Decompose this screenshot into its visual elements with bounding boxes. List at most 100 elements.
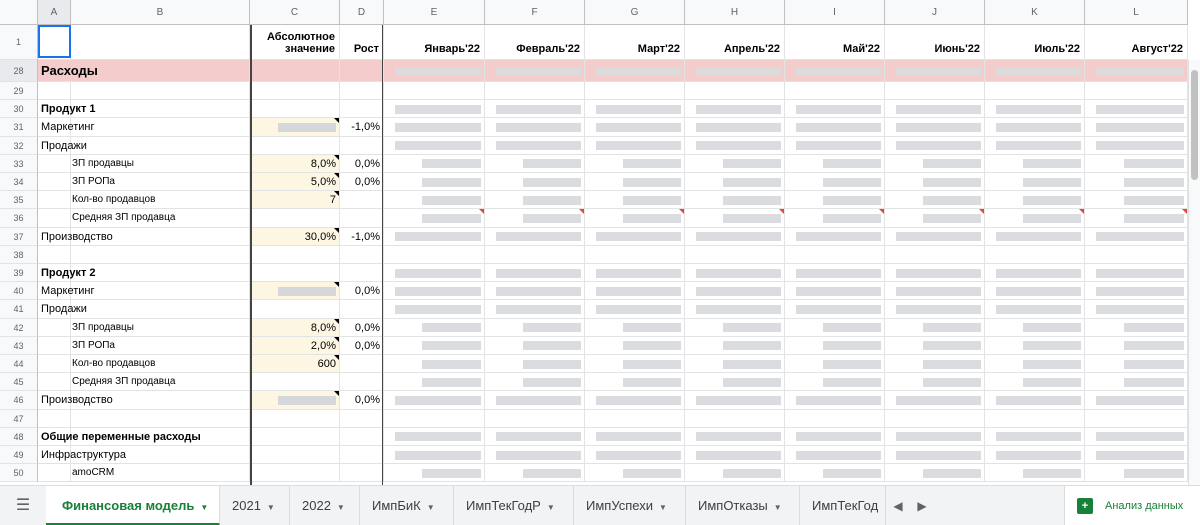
cell-month[interactable] — [1085, 191, 1188, 210]
sheet-tab[interactable]: 2022 ▼ — [290, 486, 360, 525]
cell-month[interactable] — [685, 100, 785, 119]
cell-month[interactable] — [384, 282, 485, 301]
cell-month[interactable] — [685, 464, 785, 483]
tab-menu-caret-icon[interactable]: ▼ — [336, 503, 345, 512]
cell-month[interactable] — [885, 318, 985, 337]
cell-month[interactable] — [1085, 355, 1188, 374]
cell-month[interactable] — [985, 300, 1085, 319]
cell-month[interactable] — [685, 336, 785, 355]
row-label[interactable]: Продукт 1 — [38, 100, 250, 119]
cell-month[interactable] — [985, 209, 1085, 228]
cell-month[interactable] — [885, 191, 985, 210]
row-header-42[interactable]: 42 — [0, 318, 38, 337]
cell-month[interactable] — [685, 227, 785, 246]
column-header-c[interactable]: C — [250, 0, 340, 25]
cell-growth[interactable] — [340, 464, 384, 483]
row-label[interactable]: Кол-во продавцов — [38, 355, 250, 374]
cell-month[interactable] — [785, 100, 885, 119]
cell-month[interactable] — [485, 427, 585, 446]
cell-month[interactable] — [485, 373, 585, 392]
cell-month[interactable] — [1085, 373, 1188, 392]
cell-month[interactable] — [685, 118, 785, 137]
cell-month[interactable] — [1085, 209, 1188, 228]
cell-month[interactable] — [785, 446, 885, 465]
cell-month[interactable] — [985, 154, 1085, 173]
row-header-41[interactable]: 41 — [0, 300, 38, 319]
header-growth[interactable]: Рост — [340, 25, 384, 60]
cell-month[interactable] — [985, 464, 1085, 483]
cell-month[interactable] — [885, 136, 985, 155]
cell-month[interactable] — [685, 191, 785, 210]
all-sheets-menu-icon[interactable]: ☰ — [15, 497, 31, 514]
cell-month[interactable] — [485, 245, 585, 264]
cell-month[interactable] — [485, 136, 585, 155]
row-header-28[interactable]: 28 — [0, 60, 38, 82]
cell-month[interactable] — [585, 355, 685, 374]
cell-growth[interactable] — [340, 82, 384, 101]
cell-growth[interactable] — [340, 60, 384, 82]
cell-abs-value[interactable] — [250, 373, 340, 392]
cell-month[interactable] — [485, 154, 585, 173]
cell-month[interactable] — [885, 446, 985, 465]
row-header-29[interactable]: 29 — [0, 82, 38, 101]
cell-growth[interactable]: 0,0% — [340, 282, 384, 301]
cell-month[interactable] — [384, 227, 485, 246]
sheet-tab[interactable]: Финансовая модель ▼ — [46, 486, 220, 525]
header-month[interactable]: Август'22 — [1085, 25, 1188, 60]
column-header-b[interactable]: B — [71, 0, 250, 25]
cell-month[interactable] — [985, 136, 1085, 155]
row-header-34[interactable]: 34 — [0, 173, 38, 192]
scroll-tabs-left-icon[interactable]: ◀ — [893, 499, 903, 513]
cell-month[interactable] — [985, 391, 1085, 410]
cell-month[interactable] — [384, 245, 485, 264]
cell-month[interactable] — [785, 245, 885, 264]
cell-month[interactable] — [685, 209, 785, 228]
cell-growth[interactable] — [340, 136, 384, 155]
cell-month[interactable] — [985, 227, 1085, 246]
cell-month[interactable] — [485, 191, 585, 210]
cell-growth[interactable] — [340, 300, 384, 319]
cell-month[interactable] — [685, 446, 785, 465]
header-month[interactable]: Март'22 — [585, 25, 685, 60]
row-label[interactable]: Маркетинг — [38, 118, 250, 137]
selected-cell-a1[interactable] — [38, 25, 71, 58]
cell-month[interactable] — [885, 154, 985, 173]
row-label[interactable]: Маркетинг — [38, 282, 250, 301]
row-label[interactable]: Производство — [38, 391, 250, 410]
cell-month[interactable] — [585, 336, 685, 355]
cell-month[interactable] — [585, 245, 685, 264]
cell-month[interactable] — [384, 373, 485, 392]
row-label[interactable]: Продажи — [38, 136, 250, 155]
row-header-30[interactable]: 30 — [0, 100, 38, 119]
cell-month[interactable] — [685, 264, 785, 283]
cell-abs-value[interactable]: 2,0% — [250, 336, 340, 355]
row-header-1[interactable]: 1 — [0, 25, 38, 60]
row-header-37[interactable]: 37 — [0, 227, 38, 246]
cell-month[interactable] — [885, 245, 985, 264]
cell-month[interactable] — [1085, 100, 1188, 119]
cell-growth[interactable] — [340, 100, 384, 119]
header-month[interactable]: Май'22 — [785, 25, 885, 60]
cell-month[interactable] — [1085, 282, 1188, 301]
comment-marker[interactable] — [334, 355, 339, 360]
explore-button[interactable]: + Анализ данных — [1064, 486, 1200, 525]
cell-month[interactable] — [885, 300, 985, 319]
cell-month[interactable] — [785, 227, 885, 246]
row-header-31[interactable]: 31 — [0, 118, 38, 137]
column-header-f[interactable]: F — [485, 0, 585, 25]
cell-month[interactable] — [384, 154, 485, 173]
cell-abs-value[interactable] — [250, 427, 340, 446]
sheet-tab[interactable]: ИмпБиК ▼ — [360, 486, 454, 525]
cell-month[interactable] — [885, 118, 985, 137]
cell-month[interactable] — [1085, 300, 1188, 319]
row-label[interactable]: Продажи — [38, 300, 250, 319]
cell-abs-value[interactable] — [250, 264, 340, 283]
cell-month[interactable] — [685, 245, 785, 264]
cell-month[interactable] — [585, 300, 685, 319]
cell-month[interactable] — [485, 391, 585, 410]
tab-menu-caret-icon[interactable]: ▼ — [426, 503, 435, 512]
cell-month[interactable] — [485, 464, 585, 483]
cell-month[interactable] — [1085, 427, 1188, 446]
cell-abs-value[interactable]: 7 — [250, 191, 340, 210]
comment-marker[interactable] — [1182, 209, 1187, 215]
